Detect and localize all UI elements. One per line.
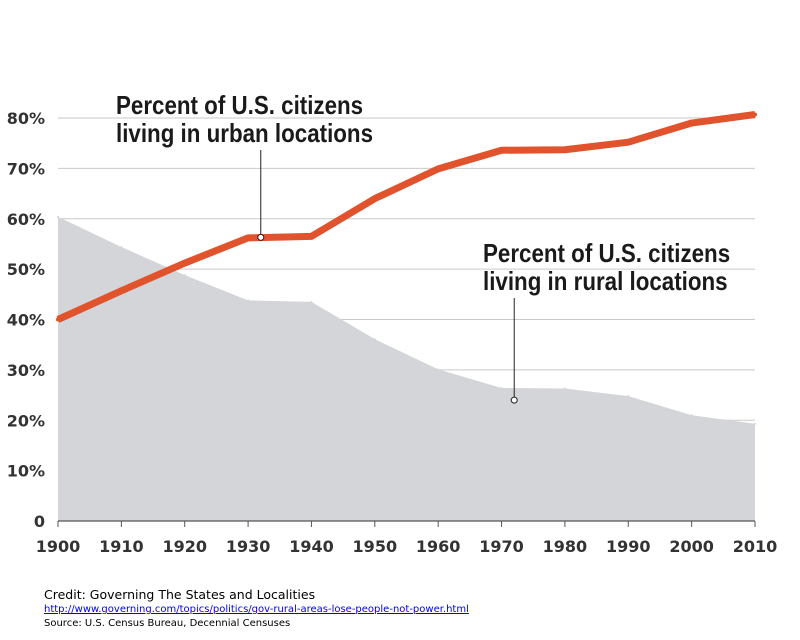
x-tick-label: 2000: [669, 537, 714, 556]
y-tick-label: 80%: [7, 109, 45, 128]
rural-point: [373, 338, 376, 341]
x-tick-label: 1950: [353, 537, 398, 556]
x-tick-label: 1910: [99, 537, 144, 556]
x-axis-ticks: 1900 1910 1920 1930 1940 1950 1960 1970 1980 1990…: [36, 521, 778, 556]
y-tick-label: 50%: [7, 260, 45, 279]
urban-point: [309, 234, 314, 239]
urban-line: [56, 111, 756, 323]
rural-point: [500, 387, 503, 390]
urban-rural-chart: 010%20%30%40%50%60%70%80% 1900 1910 1920 19…: [7, 91, 778, 556]
urban-point: [689, 121, 694, 126]
rural-point: [120, 245, 123, 248]
data-points: [56, 112, 757, 425]
urban-point: [753, 112, 757, 117]
x-tick-label: 1970: [479, 537, 524, 556]
rural-annotation-line2: living in rural locations: [483, 267, 728, 296]
x-tick-label: 1920: [162, 537, 207, 556]
x-tick-label: 1900: [36, 537, 81, 556]
rural-point: [247, 299, 250, 302]
urban-point: [182, 261, 187, 266]
rural-annotation-line1: Percent of U.S. citizens: [483, 239, 730, 268]
credit-text: Credit: Governing The States and Localit…: [44, 587, 316, 602]
rural-point: [690, 414, 693, 417]
rural-point: [754, 422, 756, 425]
urban-point: [626, 140, 631, 145]
credit-block: Credit: Governing The States and Localit…: [44, 586, 469, 631]
rural-point: [183, 274, 186, 277]
urban-annotation-marker: [257, 233, 265, 241]
urban-point: [562, 147, 567, 152]
rural-point: [57, 215, 59, 218]
rural-point: [310, 300, 313, 303]
y-tick-label: 20%: [7, 411, 45, 430]
y-axis-ticks: 0 10% 20% 30% 40% 50% 60% 70% 80%: [7, 109, 45, 531]
urban-point: [119, 288, 124, 293]
urban-point: [246, 235, 251, 240]
urban-annotation-line2: living in urban locations: [116, 119, 373, 148]
y-tick-label: 70%: [7, 159, 45, 178]
rural-point: [437, 368, 440, 371]
y-tick-label: 60%: [7, 210, 45, 229]
y-tick-label: 40%: [7, 311, 45, 330]
source-text: Source: U.S. Census Bureau, Decennial Ce…: [44, 618, 291, 629]
x-tick-label: 1980: [543, 537, 588, 556]
urban-point: [56, 317, 60, 322]
y-tick-label: 30%: [7, 361, 45, 380]
urban-point: [499, 148, 504, 153]
credit-link[interactable]: http://www.governing.com/topics/politics…: [44, 604, 469, 615]
rural-point: [627, 395, 630, 398]
y-tick-label: 10%: [7, 462, 45, 481]
urban-point: [372, 196, 377, 201]
x-tick-label: 1990: [606, 537, 651, 556]
x-tick-label: 1940: [289, 537, 334, 556]
y-tick-label: 0: [34, 512, 45, 531]
x-tick-label: 2010: [733, 537, 778, 556]
rural-annotation-marker: [510, 396, 518, 404]
rural-point: [563, 387, 566, 390]
urban-point: [436, 166, 441, 171]
x-tick-label: 1960: [416, 537, 461, 556]
x-tick-label: 1930: [226, 537, 271, 556]
urban-annotation-line1: Percent of U.S. citizens: [116, 91, 363, 120]
rural-area: [58, 216, 755, 522]
